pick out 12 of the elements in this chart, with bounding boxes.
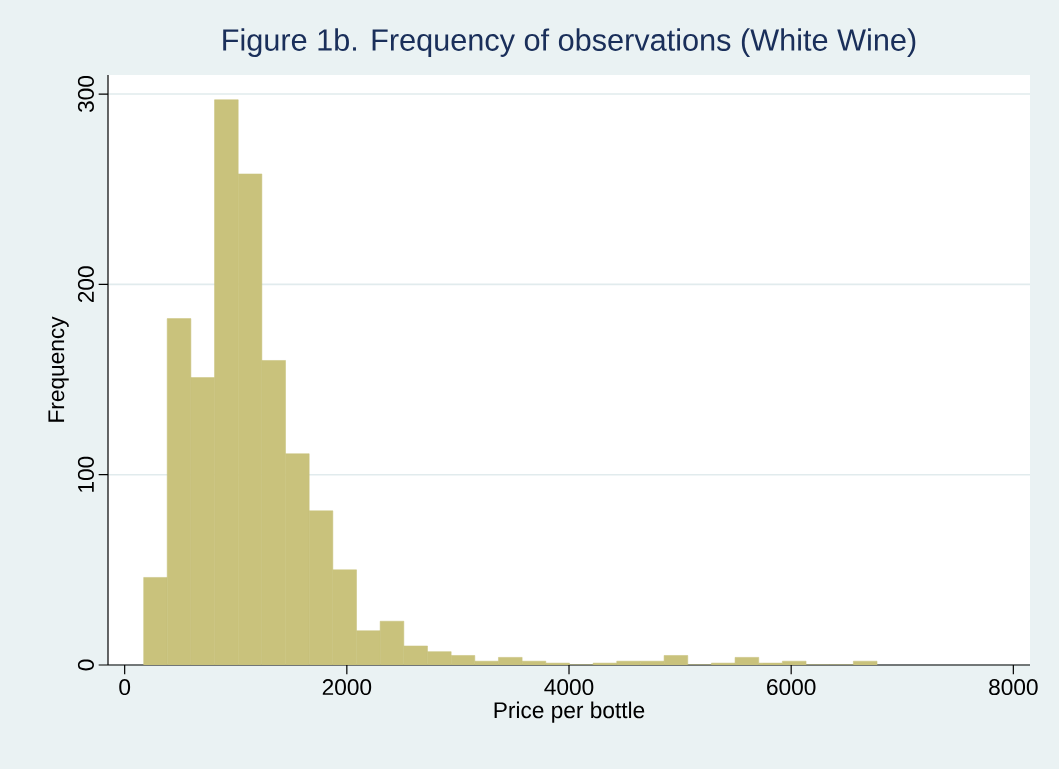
y-tick-label: 100 bbox=[77, 456, 94, 492]
x-tick-label: 0 bbox=[119, 679, 131, 696]
y-tick-label: 0 bbox=[77, 659, 94, 671]
y-tick-label: 200 bbox=[77, 266, 94, 303]
y-tick-label: 300 bbox=[77, 76, 94, 113]
x-tick-label: 8000 bbox=[989, 679, 1038, 696]
x-tick-label: 2000 bbox=[322, 679, 372, 696]
y-axis-title: Frequency bbox=[48, 316, 69, 422]
chart-title: Figure 1b. Frequency of observations (White Wine) bbox=[223, 28, 916, 57]
x-tick-label: 6000 bbox=[767, 679, 816, 696]
x-tick-label: 4000 bbox=[544, 679, 594, 696]
x-axis-title: Price per bottle bbox=[494, 701, 645, 723]
